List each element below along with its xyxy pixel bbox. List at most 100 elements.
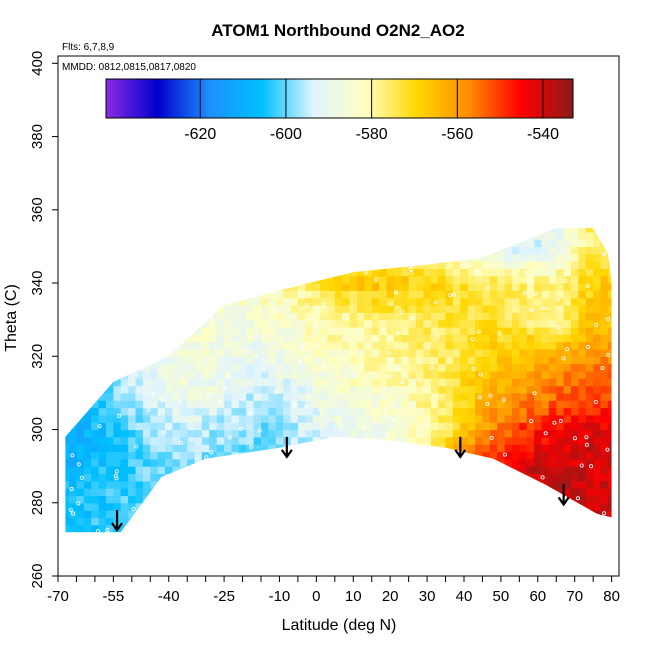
heat-cell bbox=[106, 407, 114, 416]
sample-point bbox=[304, 303, 309, 308]
heat-cell bbox=[593, 261, 602, 269]
heat-cell bbox=[467, 319, 476, 328]
heat-cell bbox=[297, 239, 306, 247]
heat-cell bbox=[563, 392, 572, 401]
heat-cell bbox=[600, 422, 609, 431]
heat-cell bbox=[320, 210, 328, 218]
heat-cell bbox=[62, 532, 70, 540]
heat-cell bbox=[401, 480, 410, 489]
heat-cell bbox=[593, 341, 602, 350]
heat-cell bbox=[556, 246, 565, 255]
heat-cell bbox=[65, 334, 70, 343]
heat-cell bbox=[497, 451, 506, 460]
heat-cell bbox=[128, 349, 137, 357]
heat-cell bbox=[268, 290, 277, 299]
heat-cell bbox=[113, 495, 122, 504]
heat-cell bbox=[519, 407, 528, 416]
heat-cell bbox=[571, 466, 579, 474]
heat-cell bbox=[128, 319, 137, 328]
heat-cell bbox=[246, 327, 255, 335]
heat-cell bbox=[83, 341, 92, 350]
heat-cell bbox=[379, 502, 388, 511]
heat-cell bbox=[253, 502, 262, 511]
heat-cell bbox=[216, 305, 225, 313]
heat-cell bbox=[490, 210, 498, 218]
heat-cell bbox=[349, 239, 358, 247]
heat-cell bbox=[438, 422, 447, 431]
heat-cell bbox=[416, 319, 424, 328]
heat-cell bbox=[387, 217, 395, 225]
heat-cell bbox=[305, 488, 314, 496]
heat-cell bbox=[534, 510, 543, 518]
heat-cell bbox=[194, 356, 203, 365]
heat-cell bbox=[571, 414, 579, 423]
heat-cell bbox=[327, 378, 336, 387]
heat-cell bbox=[578, 275, 587, 284]
heat-cell bbox=[556, 510, 565, 518]
heat-cell bbox=[165, 524, 173, 533]
heat-cell bbox=[482, 407, 491, 416]
heat-cell bbox=[386, 334, 395, 343]
heat-cell bbox=[253, 290, 262, 299]
heat-cell bbox=[83, 253, 92, 262]
heat-cell bbox=[98, 290, 107, 299]
heat-cell bbox=[172, 436, 181, 445]
heat-cell bbox=[489, 458, 498, 467]
heat-cell bbox=[275, 517, 284, 526]
heat-cell bbox=[393, 407, 402, 416]
heat-cell bbox=[187, 488, 196, 496]
heat-cell bbox=[305, 305, 314, 313]
sample-point bbox=[395, 367, 400, 372]
heat-cell bbox=[600, 370, 609, 379]
heat-cell bbox=[113, 341, 122, 350]
heat-cell bbox=[69, 319, 78, 328]
heat-cell bbox=[541, 334, 550, 343]
heat-cell bbox=[556, 466, 565, 474]
heat-cell bbox=[246, 253, 255, 262]
heat-cell bbox=[519, 502, 528, 511]
heat-cell bbox=[416, 231, 424, 240]
heat-cell bbox=[283, 517, 292, 526]
heat-cell bbox=[497, 392, 506, 401]
heat-cell bbox=[357, 239, 365, 247]
heat-cell bbox=[253, 275, 262, 284]
heat-cell bbox=[482, 400, 491, 409]
heat-cell bbox=[350, 210, 358, 218]
sample-point bbox=[71, 337, 76, 342]
heat-cell bbox=[238, 488, 247, 496]
heat-cell bbox=[187, 305, 196, 313]
heat-cell bbox=[143, 217, 151, 225]
heat-cell bbox=[512, 378, 520, 387]
heat-cell bbox=[69, 239, 78, 247]
heat-cell bbox=[231, 414, 240, 423]
heat-cell bbox=[172, 378, 181, 387]
heat-cell bbox=[541, 517, 550, 526]
heat-cell bbox=[113, 334, 122, 343]
heat-cell bbox=[231, 363, 240, 372]
heat-cell bbox=[298, 532, 306, 540]
heat-cell bbox=[261, 228, 269, 233]
heat-cell bbox=[526, 436, 535, 445]
heat-cell bbox=[135, 319, 144, 328]
sample-point bbox=[386, 350, 391, 355]
heat-cell bbox=[179, 480, 188, 489]
heat-cell bbox=[593, 502, 602, 511]
heat-cell bbox=[401, 429, 410, 438]
heat-cell bbox=[320, 378, 328, 387]
heat-cell bbox=[128, 502, 137, 511]
heat-cell bbox=[261, 239, 269, 247]
heat-cell bbox=[305, 422, 314, 431]
heat-cell bbox=[393, 495, 402, 504]
heat-cell bbox=[261, 444, 269, 453]
heat-cell bbox=[246, 488, 255, 496]
heat-cell bbox=[106, 414, 114, 423]
heat-cell bbox=[261, 349, 269, 357]
sample-point bbox=[563, 278, 568, 283]
heat-cell bbox=[482, 231, 491, 240]
heat-cell bbox=[349, 327, 358, 335]
heat-cell bbox=[401, 458, 410, 467]
heat-cell bbox=[460, 400, 469, 409]
sample-point bbox=[511, 484, 516, 489]
heat-cell bbox=[77, 217, 85, 225]
heat-cell bbox=[453, 532, 461, 540]
